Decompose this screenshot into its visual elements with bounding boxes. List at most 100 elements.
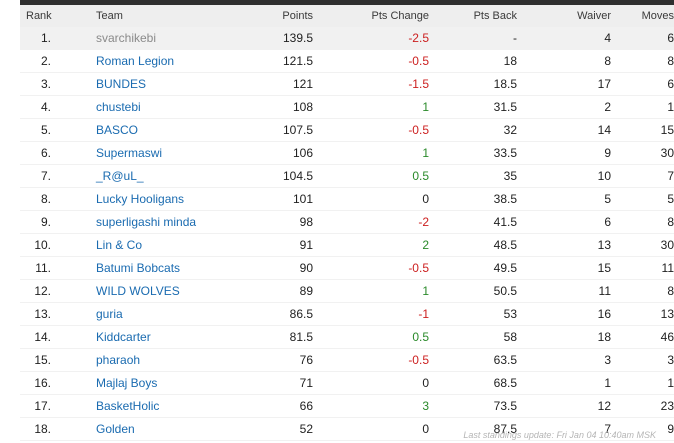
table-row: 10. Lin & Co 91 2 48.5 13 30 [20, 233, 674, 257]
table-row: 17. BasketHolic 66 3 73.5 12 23 [20, 394, 674, 418]
col-header-waiver: Waiver [517, 5, 611, 27]
team-link[interactable]: BASCO [96, 123, 139, 137]
team-cell[interactable]: pharaoh [96, 348, 256, 372]
rank-cell: 2. [20, 49, 96, 73]
points-cell: 81.5 [256, 325, 313, 349]
table-row: 13. guria 86.5 -1 53 16 13 [20, 302, 674, 326]
pts-back-cell: 18 [429, 49, 517, 73]
team-cell[interactable]: svarchikebi [96, 27, 256, 50]
team-cell[interactable]: WILD WOLVES [96, 279, 256, 303]
waiver-cell: 18 [517, 325, 611, 349]
table-row: 7. _R@uL_ 104.5 0.5 35 10 7 [20, 164, 674, 188]
pts-back-cell: 53 [429, 302, 517, 326]
rank-cell: 12. [20, 279, 96, 303]
rank-value: 7. [40, 169, 51, 183]
team-cell[interactable]: guria [96, 302, 256, 326]
team-link[interactable]: superligashi minda [96, 215, 197, 229]
rank-value: 16. [34, 376, 51, 390]
team-link[interactable]: BasketHolic [96, 399, 160, 413]
team-cell[interactable]: _R@uL_ [96, 164, 256, 188]
moves-cell: 9 [611, 417, 674, 441]
team-link[interactable]: WILD WOLVES [96, 284, 180, 298]
points-cell: 106 [256, 141, 313, 165]
points-cell: 76 [256, 348, 313, 372]
pts-back-cell: 33.5 [429, 141, 517, 165]
waiver-cell: 16 [517, 302, 611, 326]
moves-cell: 1 [611, 371, 674, 395]
table-row: 8. Lucky Hooligans 101 0 38.5 5 5 [20, 187, 674, 211]
waiver-cell: 5 [517, 187, 611, 211]
waiver-cell: 15 [517, 256, 611, 280]
team-cell[interactable]: Lin & Co [96, 233, 256, 257]
rank-cell: 9. [20, 210, 96, 234]
points-cell: 107.5 [256, 118, 313, 142]
team-link[interactable]: _R@uL_ [96, 169, 144, 183]
team-cell[interactable]: Supermaswi [96, 141, 256, 165]
pts-change-cell: -0.5 [313, 118, 429, 142]
rank-value: 1. [40, 31, 51, 45]
team-link[interactable]: guria [96, 307, 123, 321]
waiver-cell: 2 [517, 95, 611, 119]
rank-value: 4. [40, 100, 51, 114]
col-header-pts-back: Pts Back [429, 5, 517, 27]
team-link[interactable]: pharaoh [96, 353, 141, 367]
last-update-note: Last standings update: Fri Jan 04 10:40a… [463, 430, 656, 440]
points-cell: 66 [256, 394, 313, 418]
team-cell[interactable]: BASCO [96, 118, 256, 142]
waiver-cell: 4 [517, 27, 611, 50]
team-link[interactable]: Supermaswi [96, 146, 163, 160]
rank-cell: 13. [20, 302, 96, 326]
team-link[interactable]: Golden [96, 422, 135, 436]
rank-cell: 16. [20, 371, 96, 395]
team-cell[interactable]: Kiddcarter [96, 325, 256, 349]
pts-change-cell: 0.5 [313, 325, 429, 349]
team-link[interactable]: Kiddcarter [96, 330, 151, 344]
points-cell: 108 [256, 95, 313, 119]
team-cell[interactable]: chustebi [96, 95, 256, 119]
team-link[interactable]: Lucky Hooligans [96, 192, 185, 206]
standings-table-container: Rank Team Points Pts Change Pts Back Wai… [20, 5, 674, 441]
pts-back-cell: 58 [429, 325, 517, 349]
rank-value: 13. [34, 307, 51, 321]
rank-cell: 18. [20, 417, 96, 441]
pts-change-cell: 0 [313, 417, 429, 441]
table-row: 16. Majlaj Boys 71 0 68.5 1 1 [20, 371, 674, 395]
table-row: 9. superligashi minda 98 -2 41.5 6 8 [20, 210, 674, 234]
team-cell[interactable]: Roman Legion [96, 49, 256, 73]
team-cell[interactable]: Golden [96, 417, 256, 441]
rank-value: 12. [34, 284, 51, 298]
moves-cell: 6 [611, 27, 674, 50]
standings-body: 1. svarchikebi 139.5 -2.5-4 6 2. Roman Legion 1… [20, 27, 674, 441]
rank-cell: 1. [20, 27, 96, 50]
rank-value: 15. [34, 353, 51, 367]
team-link[interactable]: Majlaj Boys [96, 376, 158, 390]
team-cell[interactable]: superligashi minda [96, 210, 256, 234]
pts-change-cell: 0.5 [313, 164, 429, 188]
waiver-cell: 1 [517, 371, 611, 395]
pts-change-cell: -0.5 [313, 256, 429, 280]
team-cell[interactable]: BasketHolic [96, 394, 256, 418]
pts-change-cell: 0 [313, 371, 429, 395]
moves-cell: 46 [611, 325, 674, 349]
waiver-cell: 10 [517, 164, 611, 188]
rank-cell: 3. [20, 72, 96, 96]
rank-cell: 8. [20, 187, 96, 211]
rank-cell: 4. [20, 95, 96, 119]
points-cell: 139.5 [256, 27, 313, 50]
rank-value: 8. [40, 192, 51, 206]
team-cell[interactable]: Majlaj Boys [96, 371, 256, 395]
pts-change-cell: -2 [313, 210, 429, 234]
moves-cell: 30 [611, 233, 674, 257]
team-link[interactable]: BUNDES [96, 77, 147, 91]
team-link[interactable]: svarchikebi [96, 31, 157, 45]
team-cell[interactable]: Batumi Bobcats [96, 256, 256, 280]
team-link[interactable]: Roman Legion [96, 54, 175, 68]
team-cell[interactable]: BUNDES [96, 72, 256, 96]
team-link[interactable]: Lin & Co [96, 238, 143, 252]
team-cell[interactable]: Lucky Hooligans [96, 187, 256, 211]
pts-change-cell: -0.5 [313, 348, 429, 372]
team-link[interactable]: Batumi Bobcats [96, 261, 181, 275]
table-row: 14. Kiddcarter 81.5 0.5 58 18 46 [20, 325, 674, 349]
pts-back-cell: 49.5 [429, 256, 517, 280]
team-link[interactable]: chustebi [96, 100, 141, 114]
